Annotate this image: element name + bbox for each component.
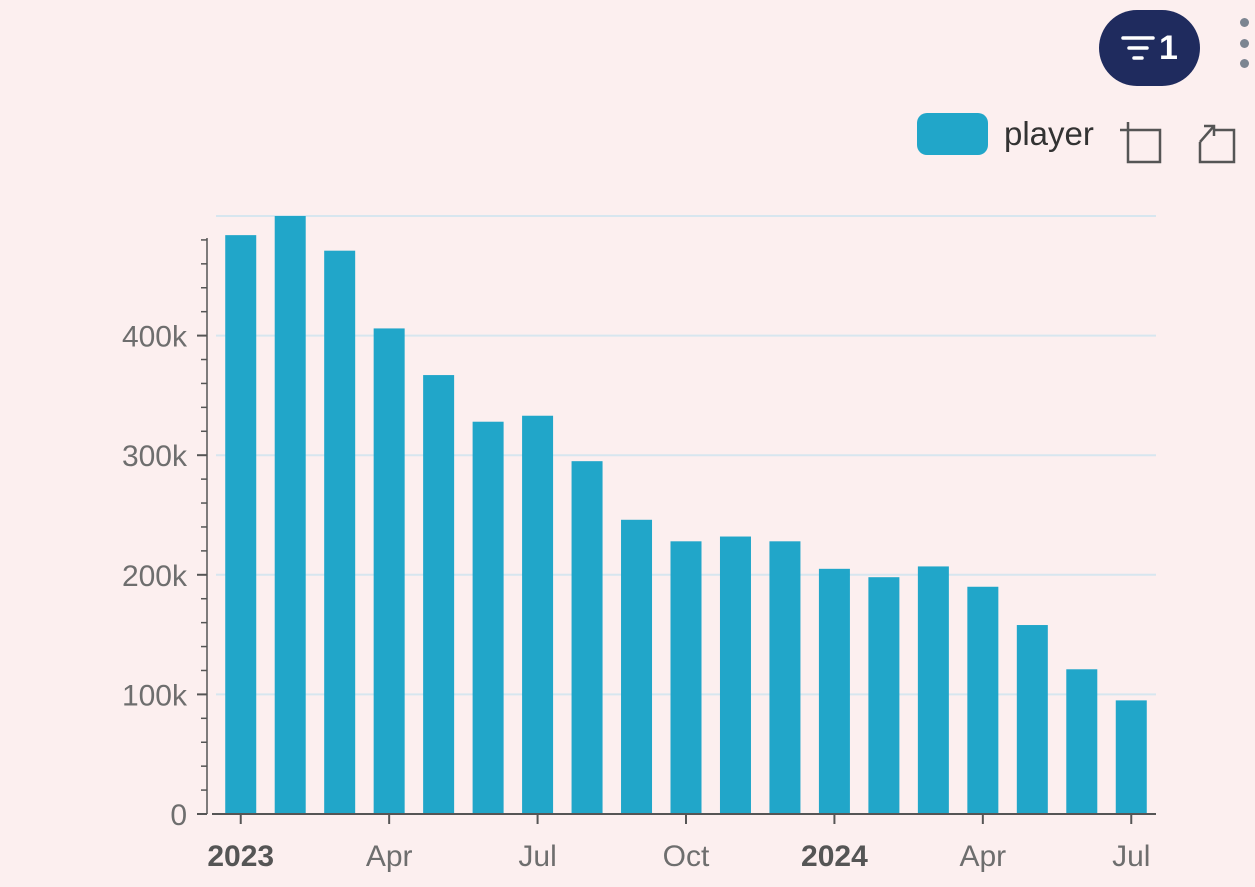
bar-2023-08[interactable]	[571, 461, 603, 814]
y-tick-label: 200k	[122, 560, 188, 593]
x-tick-label: Apr	[366, 840, 413, 873]
bar-2023-11[interactable]	[719, 536, 751, 814]
bar-2023-12[interactable]	[769, 541, 801, 814]
bar-2024-07[interactable]	[1115, 700, 1147, 814]
bar-2024-05[interactable]	[1016, 625, 1048, 814]
x-tick-label: 2024	[801, 840, 868, 873]
zoom-reset-icon[interactable]	[1192, 118, 1242, 168]
y-tick-label: 400k	[122, 321, 188, 354]
filter-icon	[1121, 36, 1155, 60]
vertical-dots-icon	[1239, 18, 1249, 27]
legend-item-player[interactable]: player	[917, 112, 1094, 156]
zoom-in-select-icon[interactable]	[1116, 118, 1166, 168]
bar-2023-04[interactable]	[373, 328, 405, 814]
bar-2023-06[interactable]	[472, 421, 504, 814]
bar-2023-09[interactable]	[621, 519, 653, 814]
legend-label: player	[1004, 115, 1094, 152]
bar-2023-10[interactable]	[670, 541, 702, 814]
bar-2024-02[interactable]	[868, 577, 900, 814]
y-tick-label: 0	[170, 799, 187, 832]
bar-2023-01[interactable]	[225, 235, 257, 815]
x-tick-label: 2023	[207, 840, 274, 873]
x-tick-label: Jul	[518, 840, 556, 873]
tick-labels: 0 100k 200k 300k 400k 2023 Apr Jul Oct 2024 Apr Jul	[122, 321, 1151, 873]
bar-2024-06[interactable]	[1066, 669, 1098, 814]
filter-button[interactable]: 1	[1099, 10, 1200, 86]
x-tick-label: Jul	[1112, 840, 1150, 873]
bar-2023-07[interactable]	[522, 415, 554, 814]
bar-2024-03[interactable]	[917, 566, 949, 814]
bar-2023-05[interactable]	[423, 375, 455, 814]
y-tick-label: 100k	[122, 679, 188, 712]
bar-2023-02[interactable]	[274, 216, 306, 814]
x-tick-label: Apr	[959, 840, 1006, 873]
grid-lines	[216, 215, 1156, 696]
vertical-dots-icon	[1239, 59, 1249, 68]
axes	[197, 238, 1156, 824]
bars	[225, 216, 1147, 815]
vertical-dots-icon	[1239, 38, 1249, 48]
legend-swatch	[917, 113, 988, 155]
bar-2024-01[interactable]	[818, 568, 850, 814]
filter-count: 1	[1159, 29, 1178, 67]
x-tick-label: Oct	[663, 840, 710, 873]
bar-2024-04[interactable]	[967, 586, 999, 814]
y-tick-label: 300k	[122, 440, 188, 473]
more-options-button[interactable]	[1234, 14, 1254, 72]
bar-2023-03[interactable]	[324, 250, 356, 814]
